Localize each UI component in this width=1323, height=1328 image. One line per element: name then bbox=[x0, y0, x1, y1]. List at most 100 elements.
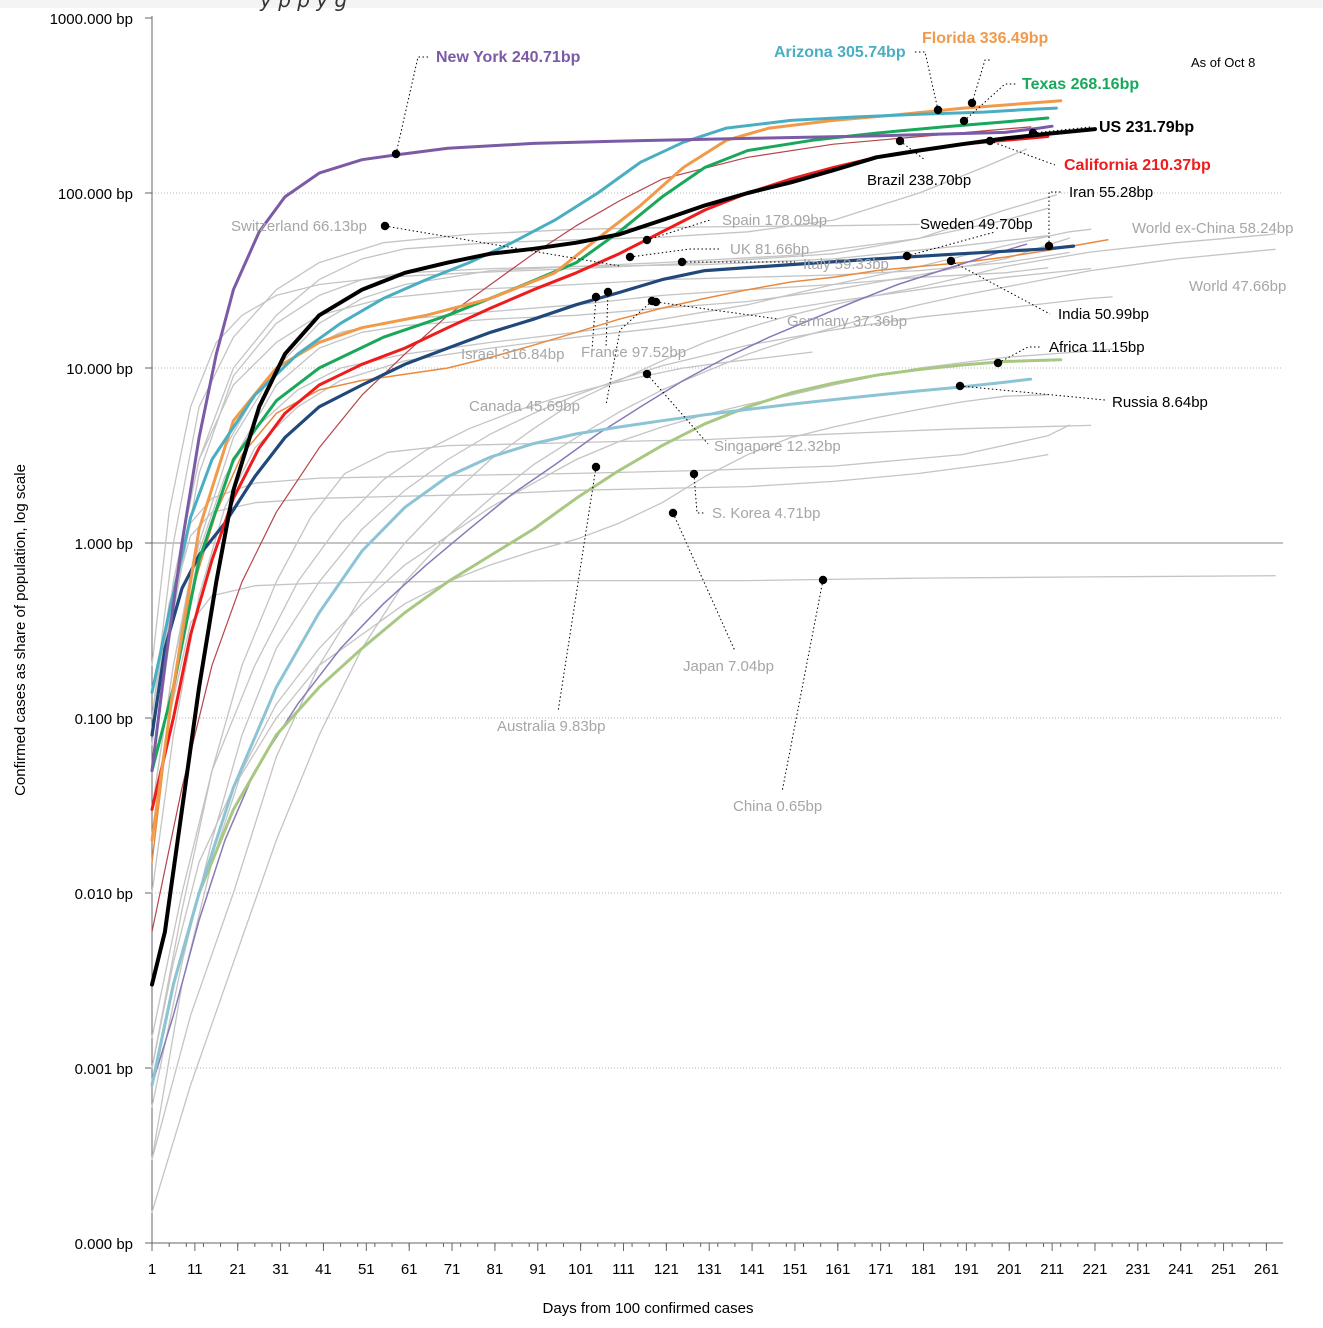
x-tick-label: 91 bbox=[529, 1261, 546, 1278]
x-tick-label: 61 bbox=[401, 1261, 418, 1278]
x-tick-label: 261 bbox=[1254, 1261, 1279, 1278]
x-axis-title: Days from 100 confirmed cases bbox=[543, 1300, 754, 1317]
russia-label: Russia 8.64bp bbox=[1112, 394, 1208, 411]
india-leader-line bbox=[950, 260, 1051, 315]
skorea-marker-dot bbox=[689, 469, 699, 479]
florida-leader-line bbox=[971, 59, 992, 104]
y-tick-label: 1.000 bp bbox=[75, 536, 133, 553]
uk-label: UK 81.66bp bbox=[730, 241, 809, 258]
x-tick-label: 211 bbox=[1040, 1261, 1064, 1278]
canada-marker-dot bbox=[647, 296, 657, 306]
new_york-leader-line bbox=[395, 56, 430, 155]
africa-series-line bbox=[150, 358, 1063, 1087]
x-tick-label: 151 bbox=[782, 1261, 807, 1278]
x-tick-label: 81 bbox=[487, 1261, 504, 1278]
arizona-series-line bbox=[150, 106, 1058, 694]
country-series-line bbox=[151, 148, 1028, 736]
italy-marker-dot bbox=[677, 257, 687, 267]
us-series-line bbox=[150, 127, 1097, 987]
country-series-line bbox=[151, 237, 1070, 841]
australia-label: Australia 9.83bp bbox=[497, 718, 605, 735]
cropped-title-text: y p p y g bbox=[260, 0, 348, 12]
japan-marker-dot bbox=[668, 508, 678, 518]
australia-leader-line bbox=[557, 466, 597, 713]
x-tick-label: 31 bbox=[272, 1261, 289, 1278]
canada-label: Canada 45.69bp bbox=[469, 398, 580, 415]
israel-marker-dot bbox=[591, 292, 601, 302]
germany-label: Germany 37.36bp bbox=[787, 313, 907, 330]
sweden-leader-line bbox=[906, 231, 996, 257]
country-series-line bbox=[151, 453, 1049, 746]
x-tick-label: 251 bbox=[1211, 1261, 1236, 1278]
country-series-line bbox=[151, 207, 1049, 811]
texas-label: Texas 268.16bp bbox=[1022, 76, 1139, 93]
texas-marker-dot bbox=[959, 116, 969, 126]
y-tick-label: 100.000 bp bbox=[58, 186, 133, 203]
country-series-line bbox=[151, 424, 1092, 1069]
country-series-line bbox=[151, 348, 1113, 1161]
country-series-line bbox=[151, 228, 1092, 841]
florida-series-line bbox=[150, 99, 1063, 842]
italy-label: Italy 59.33bp bbox=[803, 256, 889, 273]
country-series-line bbox=[151, 351, 813, 1038]
us-marker-dot bbox=[1028, 128, 1038, 138]
us-leader-line bbox=[1032, 126, 1091, 134]
singapore-label: Singapore 12.32bp bbox=[714, 438, 841, 455]
new_york-label: New York 240.71bp bbox=[436, 49, 581, 66]
brazil-series-line bbox=[151, 126, 1032, 933]
russia-leader-line bbox=[959, 385, 1106, 401]
india-marker-dot bbox=[946, 256, 956, 266]
spain-marker-dot bbox=[642, 235, 652, 245]
country-series-line bbox=[151, 424, 1070, 719]
y-axis-title: Confirmed cases as share of population, … bbox=[12, 464, 29, 796]
country-series-line bbox=[151, 233, 1276, 1161]
france-leader-line bbox=[605, 291, 609, 349]
cropped-title-strip: y p p y g bbox=[0, 0, 1323, 12]
x-tick-label: 141 bbox=[740, 1261, 765, 1278]
x-tick-label: 51 bbox=[358, 1261, 375, 1278]
germany-leader-line bbox=[655, 301, 779, 320]
x-tick-label: 231 bbox=[1125, 1261, 1150, 1278]
california-marker-dot bbox=[985, 136, 995, 146]
x-tick-label: 221 bbox=[1082, 1261, 1107, 1278]
africa-label: Africa 11.15bp bbox=[1049, 339, 1145, 356]
x-tick-label: 21 bbox=[229, 1261, 246, 1278]
x-tick-label: 181 bbox=[911, 1261, 936, 1278]
florida-marker-dot bbox=[967, 98, 977, 108]
country-series-line bbox=[151, 267, 1092, 894]
y-tick-label: 0.100 bp bbox=[75, 711, 133, 728]
brazil-leader-line bbox=[899, 140, 926, 161]
israel-label: Israel 316.84bp bbox=[461, 346, 564, 363]
florida-label: Florida 336.49bp bbox=[922, 30, 1048, 47]
china-label: China 0.65bp bbox=[733, 798, 822, 815]
china-leader-line bbox=[781, 579, 824, 793]
country-series-line bbox=[151, 296, 1113, 1108]
x-tick-label: 161 bbox=[825, 1261, 850, 1278]
israel-series-line bbox=[151, 239, 1109, 863]
sweden-label: Sweden 49.70bp bbox=[920, 216, 1033, 233]
x-tick-label: 201 bbox=[997, 1261, 1022, 1278]
iran-label: Iran 55.28bp bbox=[1069, 184, 1153, 201]
spain-label: Spain 178.09bp bbox=[722, 212, 827, 229]
x-tick-label: 131 bbox=[697, 1261, 722, 1278]
spain-leader-line bbox=[646, 219, 711, 241]
x-tick-label: 11 bbox=[187, 1261, 203, 1278]
country-series-line bbox=[151, 251, 1070, 772]
world-label: World 47.66bp bbox=[1189, 278, 1286, 295]
country-series-line bbox=[151, 575, 1276, 841]
x-tick-label: 121 bbox=[654, 1261, 679, 1278]
japan-leader-line bbox=[672, 512, 736, 652]
sweden-marker-dot bbox=[902, 251, 912, 261]
singapore-marker-dot bbox=[642, 369, 652, 379]
y-tick-label: 0.000 bp bbox=[75, 1236, 133, 1253]
israel-leader-line bbox=[591, 296, 597, 351]
china-marker-dot bbox=[818, 575, 828, 585]
singapore-leader-line bbox=[646, 373, 709, 445]
country-series-line bbox=[151, 223, 920, 719]
switzerland-label: Switzerland 66.13bp bbox=[231, 218, 367, 235]
skorea-label: S. Korea 4.71bp bbox=[712, 505, 820, 522]
y-tick-label: 0.010 bp bbox=[75, 886, 133, 903]
